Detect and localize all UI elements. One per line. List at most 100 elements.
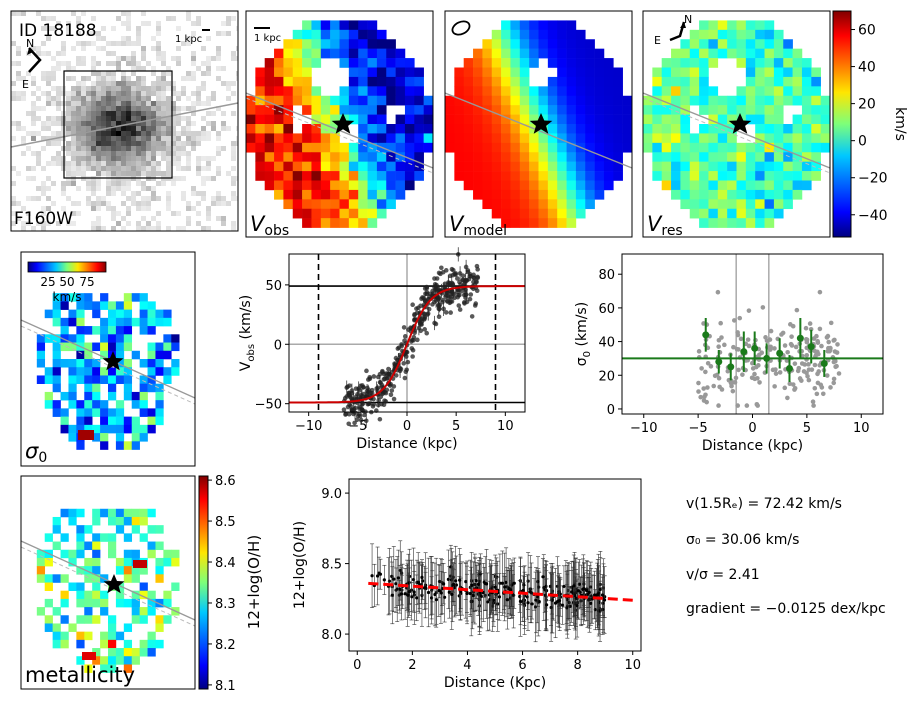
image-pixel <box>176 121 181 126</box>
data-point <box>701 321 706 326</box>
image-pixel <box>41 121 46 126</box>
image-pixel <box>116 16 121 21</box>
velocity-pixel <box>473 133 483 144</box>
image-pixel <box>81 96 86 101</box>
binned-point <box>796 334 804 342</box>
velocity-pixel <box>386 39 396 49</box>
velocity-pixel <box>529 39 539 49</box>
vobs-map-pixels <box>246 20 433 228</box>
velocity-pixel <box>386 171 396 181</box>
metallicity-pixel <box>163 590 172 600</box>
velocity-pixel <box>811 124 821 134</box>
velocity-pixel <box>264 142 275 153</box>
image-pixel <box>106 146 111 151</box>
data-point <box>522 583 526 587</box>
data-point <box>494 592 498 596</box>
data-point <box>455 276 460 281</box>
metallicity-pixel <box>155 639 164 649</box>
data-point <box>750 366 756 371</box>
velocity-pixel <box>473 67 483 78</box>
image-pixel <box>36 51 41 56</box>
velocity-pixel <box>367 95 378 106</box>
data-point <box>439 591 443 595</box>
velocity-pixel <box>339 105 350 115</box>
image-pixel <box>66 106 71 111</box>
velocity-pixel <box>585 189 595 200</box>
image-pixel <box>176 106 181 111</box>
image-pixel <box>121 111 126 116</box>
data-point <box>423 586 428 590</box>
image-pixel <box>236 56 238 61</box>
velocity-pixel <box>358 161 368 172</box>
data-point <box>404 349 410 355</box>
sigma-pixel <box>131 424 140 434</box>
image-pixel <box>186 16 191 21</box>
image-pixel <box>51 76 56 81</box>
image-pixel <box>156 121 161 126</box>
velocity-pixel <box>330 48 340 59</box>
metallicity-pixel <box>44 598 53 608</box>
image-pixel <box>86 136 91 141</box>
image-pixel <box>121 96 126 101</box>
velocity-pixel <box>395 86 406 97</box>
image-pixel <box>111 116 116 121</box>
image-pixel <box>146 146 151 151</box>
data-point <box>533 605 538 609</box>
image-pixel <box>201 131 206 136</box>
velocity-pixel <box>680 161 691 172</box>
data-point <box>806 377 812 383</box>
velocity-pixel <box>274 171 284 181</box>
image-pixel <box>151 171 156 176</box>
velocity-pixel <box>519 29 530 40</box>
velocity-pixel <box>764 76 775 87</box>
velocity-pixel <box>501 171 511 181</box>
image-pixel <box>111 111 116 116</box>
image-pixel <box>86 156 91 161</box>
image-pixel <box>156 51 161 56</box>
image-pixel <box>146 156 151 161</box>
data-point <box>421 317 427 322</box>
image-pixel <box>156 86 161 91</box>
sigma-pixel <box>147 309 156 319</box>
data-point <box>388 392 394 398</box>
image-pixel <box>11 81 16 86</box>
velocity-pixel <box>680 86 691 97</box>
image-pixel <box>151 116 156 121</box>
image-pixel <box>86 181 91 186</box>
velocity-pixel <box>491 48 502 59</box>
metallicity-pixel <box>92 648 101 657</box>
image-pixel <box>151 141 156 146</box>
velocity-pixel <box>482 133 493 144</box>
velocity-pixel <box>566 208 577 219</box>
velocity-pixel <box>473 152 483 162</box>
velocity-pixel <box>463 142 474 153</box>
image-pixel <box>166 196 171 201</box>
velocity-pixel <box>339 48 350 59</box>
velocity-pixel <box>594 161 605 172</box>
data-point <box>450 281 456 287</box>
data-point <box>471 593 475 598</box>
velocity-pixel <box>792 171 803 181</box>
velocity-pixel <box>510 189 521 200</box>
sigma-pixel <box>123 416 133 426</box>
velocity-pixel <box>699 58 709 68</box>
sigma-pixel <box>123 293 133 302</box>
image-pixel <box>161 116 166 121</box>
data-point <box>814 391 820 397</box>
image-pixel <box>156 111 161 116</box>
image-pixel <box>221 21 226 26</box>
image-pixel <box>76 86 81 91</box>
velocity-pixel <box>348 180 359 191</box>
image-pixel <box>186 156 191 161</box>
image-pixel <box>116 111 121 116</box>
velocity-pixel <box>547 161 558 172</box>
image-pixel <box>136 101 141 106</box>
sigma-pixel <box>115 433 125 442</box>
velocity-pixel <box>376 199 387 210</box>
velocity-pixel <box>652 161 662 172</box>
image-pixel <box>226 96 231 101</box>
velocity-pixel <box>745 199 756 210</box>
image-pixel <box>91 161 96 166</box>
metallicity-pixel <box>100 598 109 608</box>
